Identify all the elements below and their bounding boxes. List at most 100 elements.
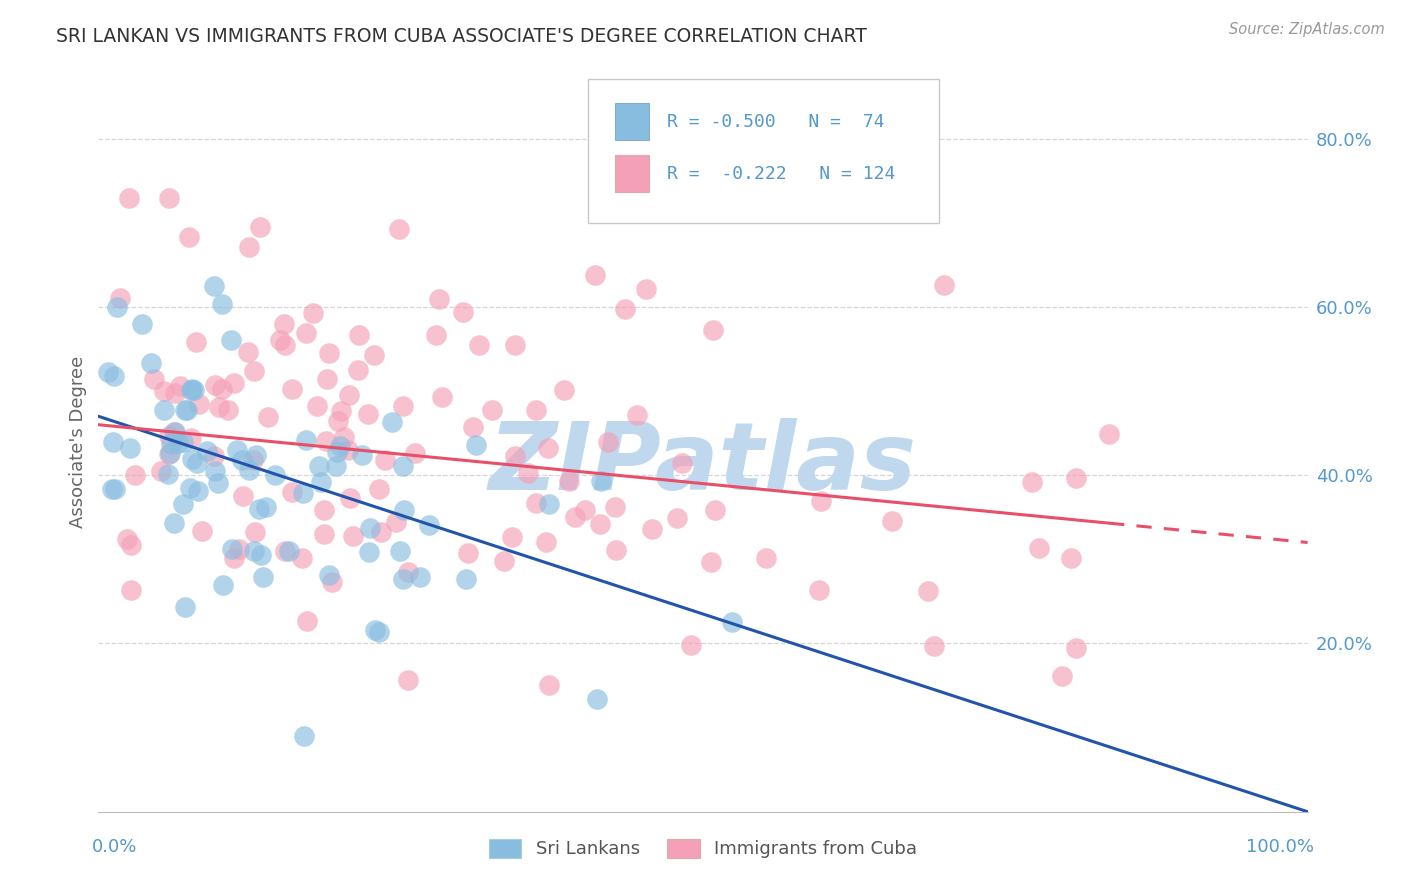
Immigrants from Cuba [245,524,267,539]
Immigrants from Cuba [177,230,200,244]
Immigrants from Cuba [347,328,370,343]
Sri Lankans [174,402,197,417]
Immigrants from Cuba [269,333,291,347]
Sri Lankans [104,482,127,496]
Sri Lankans [409,570,432,584]
Sri Lankans [392,458,415,473]
Text: R = -0.500   N =  74: R = -0.500 N = 74 [666,112,884,131]
Immigrants from Cuba [157,190,180,204]
Legend: Sri Lankans, Immigrants from Cuba: Sri Lankans, Immigrants from Cuba [482,832,924,865]
Sri Lankans [225,443,247,458]
Sri Lankans [591,475,613,489]
Immigrants from Cuba [463,420,485,434]
Immigrants from Cuba [124,468,146,483]
Sri Lankans [418,518,440,533]
Immigrants from Cuba [517,466,540,480]
Immigrants from Cuba [115,532,138,546]
Immigrants from Cuba [326,414,349,428]
Sri Lankans [456,572,478,586]
Sri Lankans [202,279,225,293]
Sri Lankans [195,444,218,458]
Immigrants from Cuba [191,524,214,538]
Sri Lankans [357,545,380,559]
Sri Lankans [367,625,389,640]
Immigrants from Cuba [1050,669,1073,683]
Immigrants from Cuba [232,489,254,503]
Immigrants from Cuba [249,219,271,234]
Sri Lankans [101,434,124,449]
Text: 100.0%: 100.0% [1246,838,1313,856]
Immigrants from Cuba [384,515,406,529]
Immigrants from Cuba [605,542,627,557]
Immigrants from Cuba [700,555,723,569]
Immigrants from Cuba [1060,551,1083,566]
Sri Lankans [318,568,340,582]
Immigrants from Cuba [169,379,191,393]
Immigrants from Cuba [524,403,547,417]
Sri Lankans [103,368,125,383]
Immigrants from Cuba [1021,475,1043,490]
Sri Lankans [243,544,266,558]
Immigrants from Cuba [243,364,266,378]
Immigrants from Cuba [157,447,180,461]
Immigrants from Cuba [333,430,356,444]
Sri Lankans [245,448,267,462]
Immigrants from Cuba [810,494,832,508]
Immigrants from Cuba [281,484,304,499]
Immigrants from Cuba [538,678,561,692]
Sri Lankans [295,434,318,448]
Immigrants from Cuba [204,378,226,392]
Sri Lankans [160,437,183,451]
Sri Lankans [388,544,411,558]
Immigrants from Cuba [392,399,415,413]
Sri Lankans [153,403,176,417]
Immigrants from Cuba [312,527,335,541]
Immigrants from Cuba [374,452,396,467]
Sri Lankans [187,484,209,499]
Sri Lankans [180,383,202,397]
Immigrants from Cuba [641,522,664,536]
Immigrants from Cuba [564,510,586,524]
Immigrants from Cuba [108,291,131,305]
Immigrants from Cuba [481,403,503,417]
Sri Lankans [263,467,285,482]
Immigrants from Cuba [603,500,626,514]
Immigrants from Cuba [273,317,295,331]
Sri Lankans [464,438,486,452]
Immigrants from Cuba [671,456,693,470]
Immigrants from Cuba [917,584,939,599]
Immigrants from Cuba [430,390,453,404]
Immigrants from Cuba [553,383,575,397]
Sri Lankans [238,463,260,477]
Immigrants from Cuba [679,639,702,653]
Sri Lankans [163,425,186,439]
Immigrants from Cuba [336,443,359,458]
FancyBboxPatch shape [588,78,939,223]
Sri Lankans [186,456,208,470]
Immigrants from Cuba [256,409,278,424]
Immigrants from Cuba [808,583,831,598]
Text: R =  -0.222   N = 124: R = -0.222 N = 124 [666,164,896,183]
Immigrants from Cuba [307,399,329,413]
Immigrants from Cuba [501,530,523,544]
Immigrants from Cuba [184,334,207,349]
Sri Lankans [326,444,349,458]
Immigrants from Cuba [236,345,259,359]
Immigrants from Cuba [558,474,581,488]
Sri Lankans [254,500,277,514]
Sri Lankans [174,599,197,614]
Immigrants from Cuba [425,328,447,343]
Sri Lankans [308,459,330,474]
Sri Lankans [392,572,415,586]
Immigrants from Cuba [120,538,142,552]
Text: 0.0%: 0.0% [93,838,138,856]
Immigrants from Cuba [321,574,343,589]
Immigrants from Cuba [157,429,180,443]
Immigrants from Cuba [163,425,186,440]
Immigrants from Cuba [118,190,141,204]
Immigrants from Cuba [347,363,370,377]
Sri Lankans [166,436,188,450]
Immigrants from Cuba [922,639,945,653]
Immigrants from Cuba [295,326,318,341]
Immigrants from Cuba [702,323,724,337]
